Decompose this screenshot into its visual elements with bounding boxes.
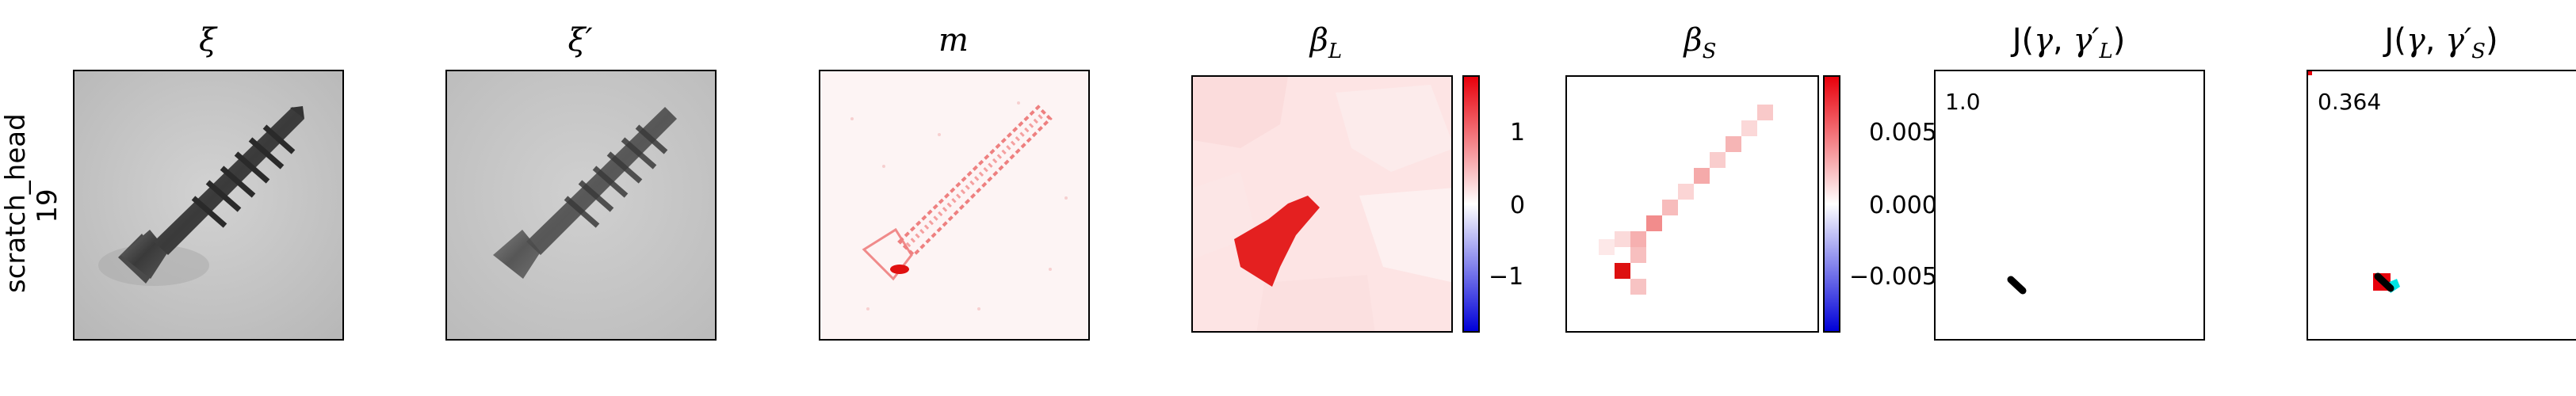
mask-overlap-l xyxy=(2007,276,2027,295)
colorbar-s-tick-top: 0.005 xyxy=(1869,119,1937,147)
colorbar-beta-l xyxy=(1462,75,1480,333)
panel-title-j-s: J(γ, γ′S) xyxy=(2307,22,2576,63)
image-j-s: 0.364 xyxy=(2307,70,2576,341)
score-j-s: 0.364 xyxy=(2318,89,2382,115)
superpixel-map-beta-l xyxy=(1193,77,1451,331)
panel-title-m: m xyxy=(938,22,969,59)
j-s-sep: , xyxy=(2425,22,2446,59)
row-label-line1: scratch_head xyxy=(0,113,32,293)
j-s-prefix: J( xyxy=(2384,22,2406,59)
row-label: scratch_head 19 xyxy=(0,113,63,293)
j-l-gamma-prime: γ′ xyxy=(2073,22,2100,59)
j-s-gamma: γ xyxy=(2406,22,2425,59)
screw-image-original xyxy=(75,71,342,339)
beta-s-title-base: β xyxy=(1684,22,1703,59)
panel-title-beta-l: βL xyxy=(1191,22,1461,63)
mask-overlap-s xyxy=(2308,71,2400,293)
j-s-gamma-prime: γ′ xyxy=(2445,22,2472,59)
score-j-l: 1.0 xyxy=(1945,89,1981,115)
j-l-sub: L xyxy=(2099,40,2113,63)
colorbar-s-tick-mid: 0.000 xyxy=(1869,192,1937,219)
panel-title-xi-prime: ξ′ xyxy=(568,22,593,59)
colorbar-l-tick-mid: 0 xyxy=(1510,192,1526,219)
image-xi xyxy=(73,70,344,341)
j-l-gamma: γ xyxy=(2034,22,2053,59)
image-beta-s xyxy=(1565,75,1819,333)
j-l-sep: , xyxy=(2053,22,2073,59)
colorbar-beta-s xyxy=(1823,75,1840,333)
j-s-suffix: ) xyxy=(2485,22,2498,59)
image-xi-prime xyxy=(445,70,717,341)
j-l-suffix: ) xyxy=(2112,22,2126,59)
beta-l-title-base: β xyxy=(1309,22,1328,59)
row-label-line2: 19 xyxy=(32,188,63,223)
beta-s-title-sub: S xyxy=(1702,40,1717,63)
panel-title-j-l: J(γ, γ′L) xyxy=(1934,22,2203,63)
beta-l-title-sub: L xyxy=(1328,40,1343,63)
screw-image-reconstruction xyxy=(447,71,715,339)
panel-title-xi: ξ xyxy=(198,22,217,59)
image-j-l: 1.0 xyxy=(1934,70,2205,341)
colorbar-l-tick-bottom: −1 xyxy=(1489,263,1524,291)
patch-map-beta-s xyxy=(1567,77,1817,331)
image-beta-l xyxy=(1191,75,1453,333)
difference-map-m xyxy=(820,71,1088,339)
j-l-prefix: J( xyxy=(2012,22,2035,59)
colorbar-l-tick-top: 1 xyxy=(1510,119,1526,147)
panel-title-beta-s: βS xyxy=(1565,22,1835,63)
j-s-sub: S xyxy=(2471,40,2486,63)
colorbar-s-tick-bottom: −0.005 xyxy=(1849,263,1938,291)
image-m xyxy=(819,70,1090,341)
